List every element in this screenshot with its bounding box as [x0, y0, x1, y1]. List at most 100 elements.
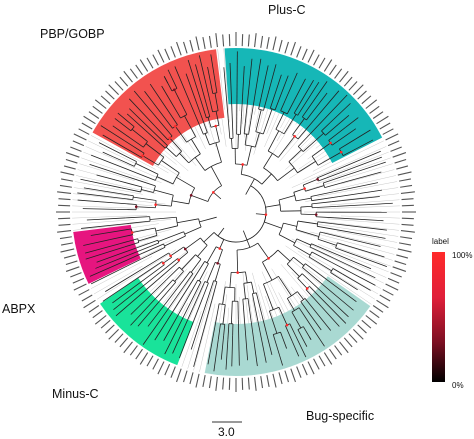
- tree-branch: [170, 246, 185, 257]
- tree-branch: [190, 138, 201, 155]
- tree-branch: [240, 164, 244, 175]
- tree-branch: [199, 110, 208, 133]
- tree-branch: [291, 311, 302, 329]
- bootstrap-node: [173, 88, 176, 92]
- tip-label-mark: [146, 355, 154, 367]
- tree-branch: [301, 273, 310, 281]
- tip-label-mark: [323, 59, 333, 72]
- tree-branch: [311, 251, 332, 263]
- tip-label-mark: [329, 64, 337, 76]
- tree-branch: [274, 87, 284, 111]
- tree-branch: [124, 242, 139, 248]
- tree-branch: [293, 188, 305, 193]
- bootstrap-node: [134, 205, 138, 209]
- clade-label-pbp-gobp: PBP/GOBP: [40, 27, 105, 41]
- tip-label-mark: [58, 198, 71, 201]
- tip-label-mark: [88, 305, 100, 313]
- tree-branch: [258, 97, 262, 110]
- tree-branch: [311, 142, 331, 157]
- tree-branch: [215, 142, 222, 163]
- tree-branch: [198, 263, 209, 282]
- tip-guide-line: [327, 151, 389, 177]
- tree-branch: [178, 304, 201, 359]
- tree-branch: [102, 134, 126, 149]
- tip-label-mark: [301, 363, 308, 376]
- tree-branch: [219, 303, 226, 306]
- legend-title: label: [432, 237, 449, 246]
- tip-label-mark: [100, 95, 111, 105]
- tip-label-mark: [307, 361, 315, 375]
- tree-branch: [318, 315, 332, 331]
- tip-label-mark: [392, 266, 407, 272]
- tree-branch: [187, 59, 201, 98]
- tree-branch: [337, 114, 350, 125]
- tree-branch: [157, 240, 160, 244]
- tree-branch: [337, 150, 381, 170]
- tip-label-mark: [83, 299, 96, 309]
- tree-branch: [158, 231, 184, 242]
- tip-label-mark: [307, 49, 315, 63]
- tree-branch: [204, 133, 210, 146]
- tree-branch: [222, 286, 226, 305]
- tree-branch: [311, 243, 333, 253]
- tip-guide-line: [327, 218, 400, 225]
- tree-branch: [119, 121, 132, 132]
- tip-label-mark: [397, 171, 412, 176]
- tree-branch: [135, 172, 156, 181]
- tree-branch: [231, 335, 234, 367]
- tree-branch: [269, 89, 277, 109]
- tip-label-mark: [176, 41, 182, 56]
- tip-label-mark: [376, 115, 389, 125]
- tip-label-mark: [334, 68, 343, 79]
- tree-branch: [204, 261, 209, 264]
- tree-branch: [262, 108, 273, 135]
- tip-label-mark: [61, 242, 73, 246]
- tree-branch: [147, 246, 166, 257]
- tree-branch: [136, 206, 156, 209]
- bootstrap-node: [154, 203, 157, 207]
- tree-branch: [130, 279, 168, 315]
- tip-label-mark: [215, 376, 218, 391]
- tip-label-mark: [108, 84, 120, 96]
- tree-branch: [342, 280, 358, 291]
- tree-branch: [157, 119, 173, 137]
- tip-label-mark: [313, 54, 320, 66]
- tip-label-mark: [379, 294, 391, 302]
- tree-branch: [185, 237, 201, 250]
- tree-branch: [342, 273, 371, 291]
- tip-guide-line: [340, 215, 400, 219]
- tree-branch: [144, 91, 159, 110]
- tip-label-mark: [329, 348, 337, 360]
- tree-branch: [309, 286, 323, 300]
- tree-branch: [331, 196, 380, 203]
- tree-branch: [280, 331, 287, 349]
- tree-branch: [129, 108, 149, 127]
- tip-label-mark: [152, 54, 159, 66]
- tree-branch: [206, 246, 217, 264]
- tree-branch: [295, 335, 307, 358]
- tip-guide-line: [73, 219, 172, 231]
- tip-guide-line: [72, 219, 135, 225]
- clade-label-minus-c: Minus-C: [52, 387, 99, 401]
- tip-label-mark: [63, 165, 76, 170]
- scale-bar: 3.0: [212, 421, 242, 439]
- tree-branch: [304, 79, 314, 96]
- tree-branch: [187, 279, 199, 298]
- bootstrap-node: [174, 124, 177, 128]
- tip-guide-line: [181, 311, 202, 367]
- tree-branch: [272, 334, 280, 356]
- tree-branch: [154, 281, 193, 341]
- tip-guide-line: [304, 163, 393, 192]
- tree-branch: [195, 64, 204, 93]
- tree-branch: [184, 115, 196, 137]
- tree-branch: [210, 54, 215, 76]
- tree-branch: [154, 189, 174, 196]
- tip-label-mark: [372, 305, 384, 313]
- tree-branch: [315, 81, 328, 98]
- tree-branch: [293, 95, 305, 114]
- tree-branch: [207, 117, 212, 128]
- tree-branch: [214, 93, 219, 111]
- tree-branch: [250, 320, 258, 367]
- tip-label-mark: [365, 99, 378, 109]
- tree-branch: [149, 216, 177, 220]
